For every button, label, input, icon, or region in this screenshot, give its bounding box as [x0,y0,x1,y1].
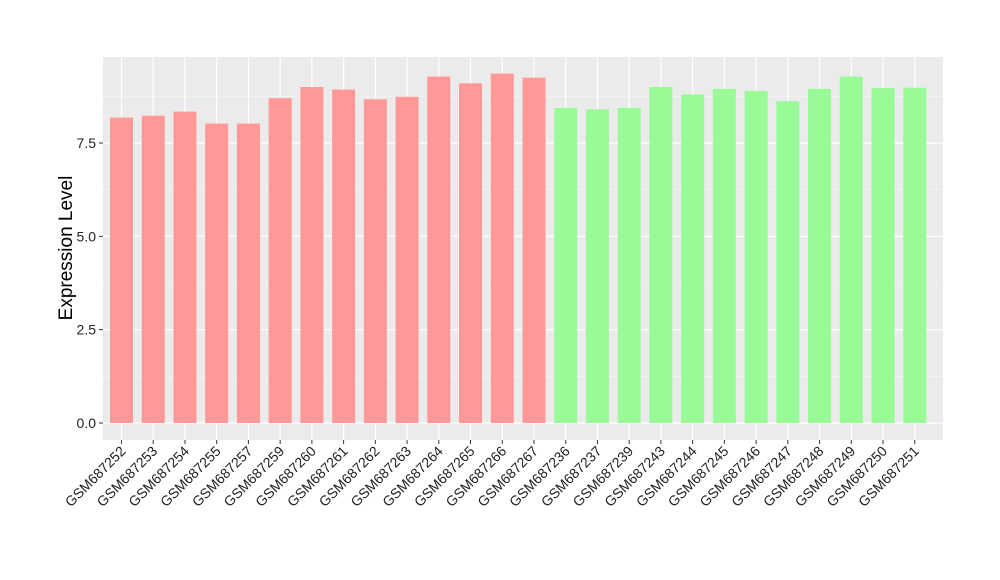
bar-GSM687260 [300,87,324,423]
bar-GSM687266 [490,73,514,423]
bar-GSM687236 [554,107,578,423]
y-tick-label: 0.0 [77,415,97,431]
bar-GSM687247 [776,101,800,423]
bar-GSM687249 [839,76,863,424]
bar-GSM687254 [173,111,197,423]
y-axis-label: Expression Level [56,176,77,321]
bar-GSM687245 [712,88,736,423]
bar-GSM687259 [268,98,292,423]
bar-GSM687246 [744,91,768,424]
bar-GSM687262 [363,99,387,423]
bar-GSM687248 [808,88,832,423]
bar-GSM687255 [205,123,229,423]
y-axis: 0.0 2.5 5.0 7.5 [77,135,103,431]
bar-GSM687250 [871,88,895,424]
bar-GSM687243 [649,87,673,423]
bar-GSM687252 [110,117,133,423]
bars [110,73,927,424]
x-axis: GSM687252GSM687253GSM687254GSM687255GSM6… [62,440,922,510]
bar-GSM687253 [141,115,165,423]
bar-GSM687264 [427,76,451,424]
y-tick-label: 5.0 [77,228,97,244]
bar-GSM687261 [332,89,356,423]
bar-GSM687237 [585,109,609,424]
bar-GSM687257 [236,123,260,423]
bar-GSM687263 [395,96,419,423]
y-tick-label: 2.5 [77,322,97,338]
bar-GSM687251 [903,87,927,423]
bar-GSM687244 [681,94,705,423]
y-tick-label: 7.5 [77,135,97,151]
bar-GSM687265 [459,83,483,424]
bar-GSM687267 [522,77,546,424]
bar-GSM687239 [617,107,641,423]
